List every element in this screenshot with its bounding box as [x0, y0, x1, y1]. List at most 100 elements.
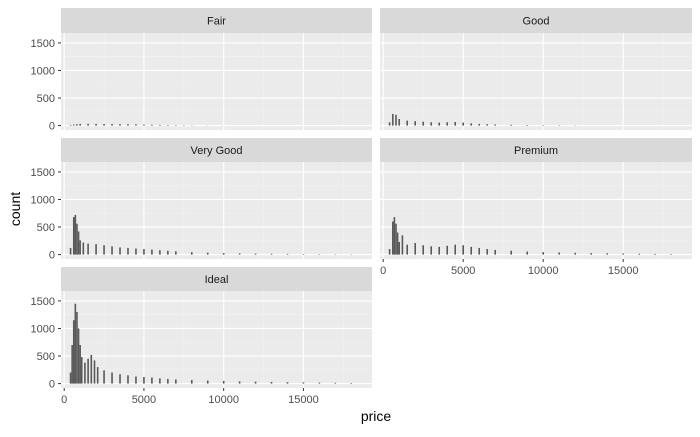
histogram-bar — [303, 382, 305, 383]
histogram-bar — [119, 247, 121, 254]
x-tick-label: 0 — [61, 394, 67, 406]
histogram-bar — [430, 122, 432, 125]
histogram-bar — [255, 254, 257, 255]
panel-background — [61, 33, 372, 130]
x-tick-label: 15000 — [608, 265, 639, 277]
x-tick-label: 5000 — [451, 265, 475, 277]
histogram-bar — [87, 359, 89, 384]
histogram-bar — [175, 379, 177, 383]
histogram-bar — [395, 115, 397, 126]
histogram-bar — [111, 373, 113, 384]
histogram-bar — [395, 224, 397, 255]
histogram-bar — [398, 119, 400, 126]
histogram-bar — [75, 215, 77, 255]
histogram-bar — [151, 250, 153, 255]
histogram-bar — [389, 249, 391, 255]
histogram-bar — [438, 123, 440, 126]
histogram-bar — [143, 377, 145, 384]
y-tick-label: 1500 — [31, 296, 55, 308]
histogram-bar — [207, 381, 209, 384]
histogram-bar — [159, 250, 161, 254]
histogram-bar — [486, 124, 488, 125]
histogram-bar — [73, 217, 75, 254]
histogram-bar — [438, 247, 440, 255]
y-tick-label: 1500 — [31, 167, 55, 179]
histogram-bar — [255, 382, 257, 384]
y-axis-title: count — [7, 192, 23, 226]
histogram-bar — [558, 252, 560, 254]
histogram-bar — [159, 125, 161, 126]
histogram-bar — [574, 253, 576, 255]
histogram-bar — [542, 252, 544, 254]
histogram-bar — [127, 248, 129, 255]
histogram-bar — [470, 247, 472, 255]
histogram-bar — [397, 233, 399, 255]
panel-background — [380, 162, 692, 259]
histogram-bar — [392, 222, 394, 255]
histogram-bar — [494, 250, 496, 255]
histogram-bar — [127, 375, 129, 383]
histogram-bar — [75, 304, 77, 384]
histogram-bar — [87, 244, 89, 255]
histogram-bar — [392, 114, 394, 126]
histogram-bar — [406, 121, 408, 126]
histogram-bar — [494, 124, 496, 125]
facet-strip-label: Ideal — [205, 274, 229, 286]
histogram-bar — [119, 374, 121, 383]
histogram-bar — [287, 382, 289, 383]
histogram-bar — [590, 253, 592, 255]
histogram-bar — [76, 224, 78, 255]
histogram-bar — [79, 345, 81, 384]
histogram-bar — [175, 251, 177, 254]
histogram-bar — [119, 124, 121, 125]
histogram-bar — [70, 373, 72, 384]
histogram-bar — [638, 254, 640, 255]
histogram-bar — [402, 235, 404, 254]
histogram-bar — [76, 124, 78, 125]
histogram-bar — [414, 121, 416, 125]
histogram-bar — [478, 248, 480, 255]
x-tick-label: 15000 — [288, 394, 319, 406]
histogram-bar — [394, 217, 396, 254]
histogram-bar — [78, 231, 80, 254]
histogram-bar — [239, 381, 241, 383]
histogram-bar — [510, 125, 512, 126]
histogram-bar — [79, 124, 81, 126]
histogram-bar — [287, 254, 289, 255]
histogram-bar — [454, 245, 456, 255]
histogram-bar — [191, 252, 193, 254]
histogram-bar — [319, 383, 321, 384]
x-tick-label: 0 — [380, 265, 386, 277]
y-tick-label: 500 — [37, 351, 55, 363]
histogram-bar — [167, 251, 169, 255]
histogram-bar — [71, 345, 73, 384]
histogram-bar — [73, 125, 75, 126]
histogram-bar — [462, 245, 464, 254]
histogram-bar — [81, 357, 83, 383]
histogram-bar — [446, 246, 448, 255]
facet-strip-label: Fair — [207, 16, 226, 28]
histogram-bar — [207, 253, 209, 255]
histogram-bar — [143, 125, 145, 126]
facet-panel: Good — [380, 8, 692, 130]
histogram-bar — [127, 124, 129, 125]
histogram-bar — [191, 380, 193, 384]
facet-strip-label: Premium — [514, 145, 558, 157]
histogram-bar — [430, 246, 432, 254]
y-tick-label: 0 — [49, 379, 55, 391]
histogram-bar — [422, 122, 424, 126]
histogram-bar — [398, 242, 400, 255]
histogram-bar — [84, 363, 86, 384]
y-tick-label: 1000 — [31, 323, 55, 335]
histogram-bar — [95, 124, 97, 126]
panel-background — [61, 162, 372, 259]
histogram-bar — [303, 254, 305, 255]
histogram-bar — [223, 253, 225, 255]
y-tick-label: 0 — [49, 121, 55, 133]
y-tick-label: 1000 — [31, 65, 55, 77]
histogram-bar — [151, 125, 153, 126]
